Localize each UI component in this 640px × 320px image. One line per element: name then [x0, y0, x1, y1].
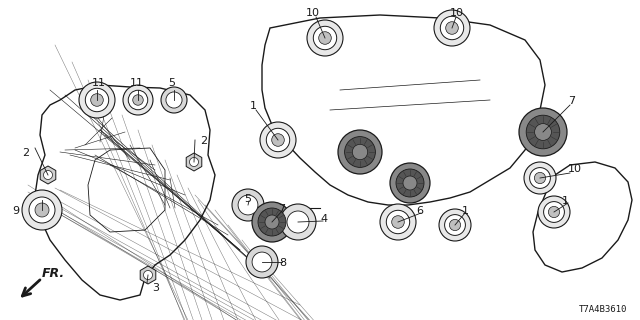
Circle shape — [22, 190, 62, 230]
Circle shape — [449, 220, 461, 231]
Text: 5: 5 — [244, 194, 251, 204]
Circle shape — [548, 206, 559, 218]
Circle shape — [252, 202, 292, 242]
Circle shape — [392, 216, 404, 228]
Text: 10: 10 — [568, 164, 582, 174]
Circle shape — [338, 130, 382, 174]
Text: 3: 3 — [152, 283, 159, 293]
Circle shape — [287, 211, 309, 233]
Circle shape — [519, 108, 567, 156]
Circle shape — [44, 171, 52, 180]
Circle shape — [445, 215, 465, 236]
Text: 9: 9 — [12, 206, 19, 216]
Circle shape — [252, 252, 272, 272]
Circle shape — [79, 82, 115, 118]
Circle shape — [246, 246, 278, 278]
Text: 1: 1 — [462, 206, 469, 216]
Circle shape — [396, 169, 424, 197]
Polygon shape — [140, 266, 156, 284]
Circle shape — [132, 95, 143, 105]
Circle shape — [161, 87, 187, 113]
Polygon shape — [40, 166, 56, 184]
Circle shape — [272, 134, 284, 146]
Circle shape — [534, 172, 545, 184]
Circle shape — [530, 168, 550, 188]
Circle shape — [538, 196, 570, 228]
Circle shape — [258, 208, 286, 236]
Text: 7: 7 — [568, 96, 575, 106]
Circle shape — [128, 90, 148, 110]
Text: 10: 10 — [450, 8, 464, 18]
Circle shape — [143, 270, 152, 279]
Text: 2: 2 — [22, 148, 29, 158]
Text: 4: 4 — [320, 214, 327, 224]
Circle shape — [352, 144, 368, 160]
Text: 11: 11 — [92, 78, 106, 88]
Text: 11: 11 — [130, 78, 144, 88]
Circle shape — [91, 94, 103, 106]
Text: 7: 7 — [278, 204, 285, 214]
Circle shape — [445, 22, 458, 34]
Circle shape — [280, 204, 316, 240]
Circle shape — [434, 10, 470, 46]
Text: FR.: FR. — [42, 267, 65, 280]
Circle shape — [440, 16, 464, 40]
Text: T7A4B3610: T7A4B3610 — [579, 305, 627, 314]
Circle shape — [390, 163, 430, 203]
Text: 1: 1 — [250, 101, 257, 111]
Circle shape — [380, 204, 416, 240]
Text: 2: 2 — [200, 136, 207, 146]
Circle shape — [265, 215, 279, 229]
Circle shape — [123, 85, 153, 115]
Polygon shape — [186, 153, 202, 171]
Circle shape — [307, 20, 343, 56]
Circle shape — [238, 195, 258, 215]
Text: 5: 5 — [168, 78, 175, 88]
Circle shape — [526, 115, 560, 149]
Circle shape — [439, 209, 471, 241]
Circle shape — [524, 162, 556, 194]
Text: 1: 1 — [562, 196, 569, 206]
Text: 6: 6 — [416, 206, 423, 216]
Circle shape — [266, 128, 290, 152]
Circle shape — [534, 124, 552, 140]
Circle shape — [319, 32, 332, 44]
Circle shape — [260, 122, 296, 158]
Text: 10: 10 — [306, 8, 320, 18]
Circle shape — [314, 26, 337, 50]
Circle shape — [35, 203, 49, 217]
Text: 8: 8 — [279, 258, 286, 268]
Circle shape — [232, 189, 264, 221]
Circle shape — [344, 137, 376, 167]
Circle shape — [85, 88, 109, 112]
Circle shape — [403, 176, 417, 190]
Circle shape — [166, 92, 182, 108]
Circle shape — [387, 210, 410, 234]
Circle shape — [543, 202, 564, 222]
Circle shape — [29, 197, 55, 223]
Circle shape — [189, 157, 198, 166]
